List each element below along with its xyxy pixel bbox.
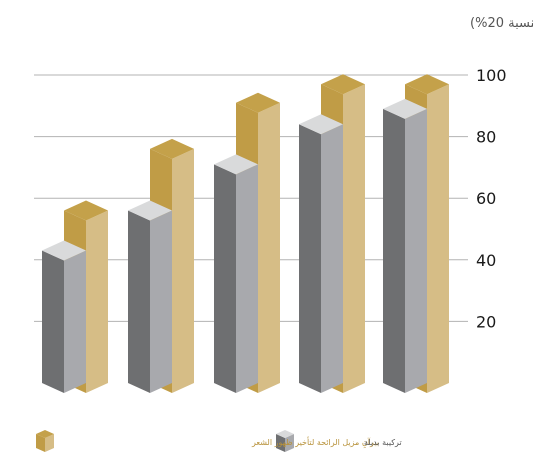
bar-grey-2 [128, 200, 172, 393]
bar-grey-4-right-face [321, 124, 343, 393]
y-tick-label: 20 [476, 312, 496, 331]
bar-gold-4-right-face [343, 84, 365, 394]
bar-grey-3-top-face [214, 154, 258, 175]
y-tick-label: 40 [476, 251, 496, 270]
y-tick-label: 80 [476, 128, 496, 147]
bars [42, 74, 449, 394]
bar-gold-3-right-face [258, 102, 280, 393]
bar-grey-2-left-face [128, 210, 150, 393]
bar-grey-2-right-face [150, 210, 172, 393]
bar-gold-1-top-face [64, 200, 108, 221]
y-tick-label: 100 [476, 66, 507, 85]
bar-grey-1-left-face [42, 250, 64, 393]
bar-gold-3-top-face [236, 92, 280, 113]
legend: بيرآنِ مزيل الرائحة لتأخير ظهور الشعرترك… [36, 430, 402, 452]
bar-grey-3 [214, 154, 258, 393]
bar-gold-5-top-face [405, 74, 449, 95]
bar-gold-2-right-face [172, 148, 194, 393]
y-tick-label: 60 [476, 189, 496, 208]
bar-grey-2-top-face [128, 200, 172, 221]
bar-gold-2-top-face [150, 138, 194, 159]
bar-grey-5-left-face [383, 108, 405, 393]
bar-grey-5-top-face [383, 98, 427, 119]
bar-grey-1-right-face [64, 250, 86, 393]
bar-grey-4-top-face [299, 114, 343, 135]
bar-grey-1-top-face [42, 240, 86, 261]
legend-label-gold: بيرآنِ مزيل الرائحة لتأخير ظهور الشعر [251, 436, 379, 449]
bar-gold-5-right-face [427, 84, 449, 394]
bar-gold-4-top-face [321, 74, 365, 95]
legend-swatch-gold-icon [36, 430, 54, 452]
bar-grey-3-right-face [236, 164, 258, 393]
bar-grey-5 [383, 98, 427, 393]
bar-grey-4 [299, 114, 343, 393]
bar-gold-1-right-face [86, 210, 108, 393]
legend-label-grey: تركيبة بديلة [364, 438, 402, 447]
bar-grey-4-left-face [299, 124, 321, 393]
bar-grey-3-left-face [214, 164, 236, 393]
legend-swatch-grey-icon [276, 430, 294, 452]
y-axis-ticks: 20 40 60 80 100 [476, 66, 507, 331]
bar-grey-1 [42, 240, 86, 393]
chart-title: الفعالية المضادة للتعرق (تقليل العرق بنس… [470, 16, 533, 31]
bar-grey-5-right-face [405, 108, 427, 393]
